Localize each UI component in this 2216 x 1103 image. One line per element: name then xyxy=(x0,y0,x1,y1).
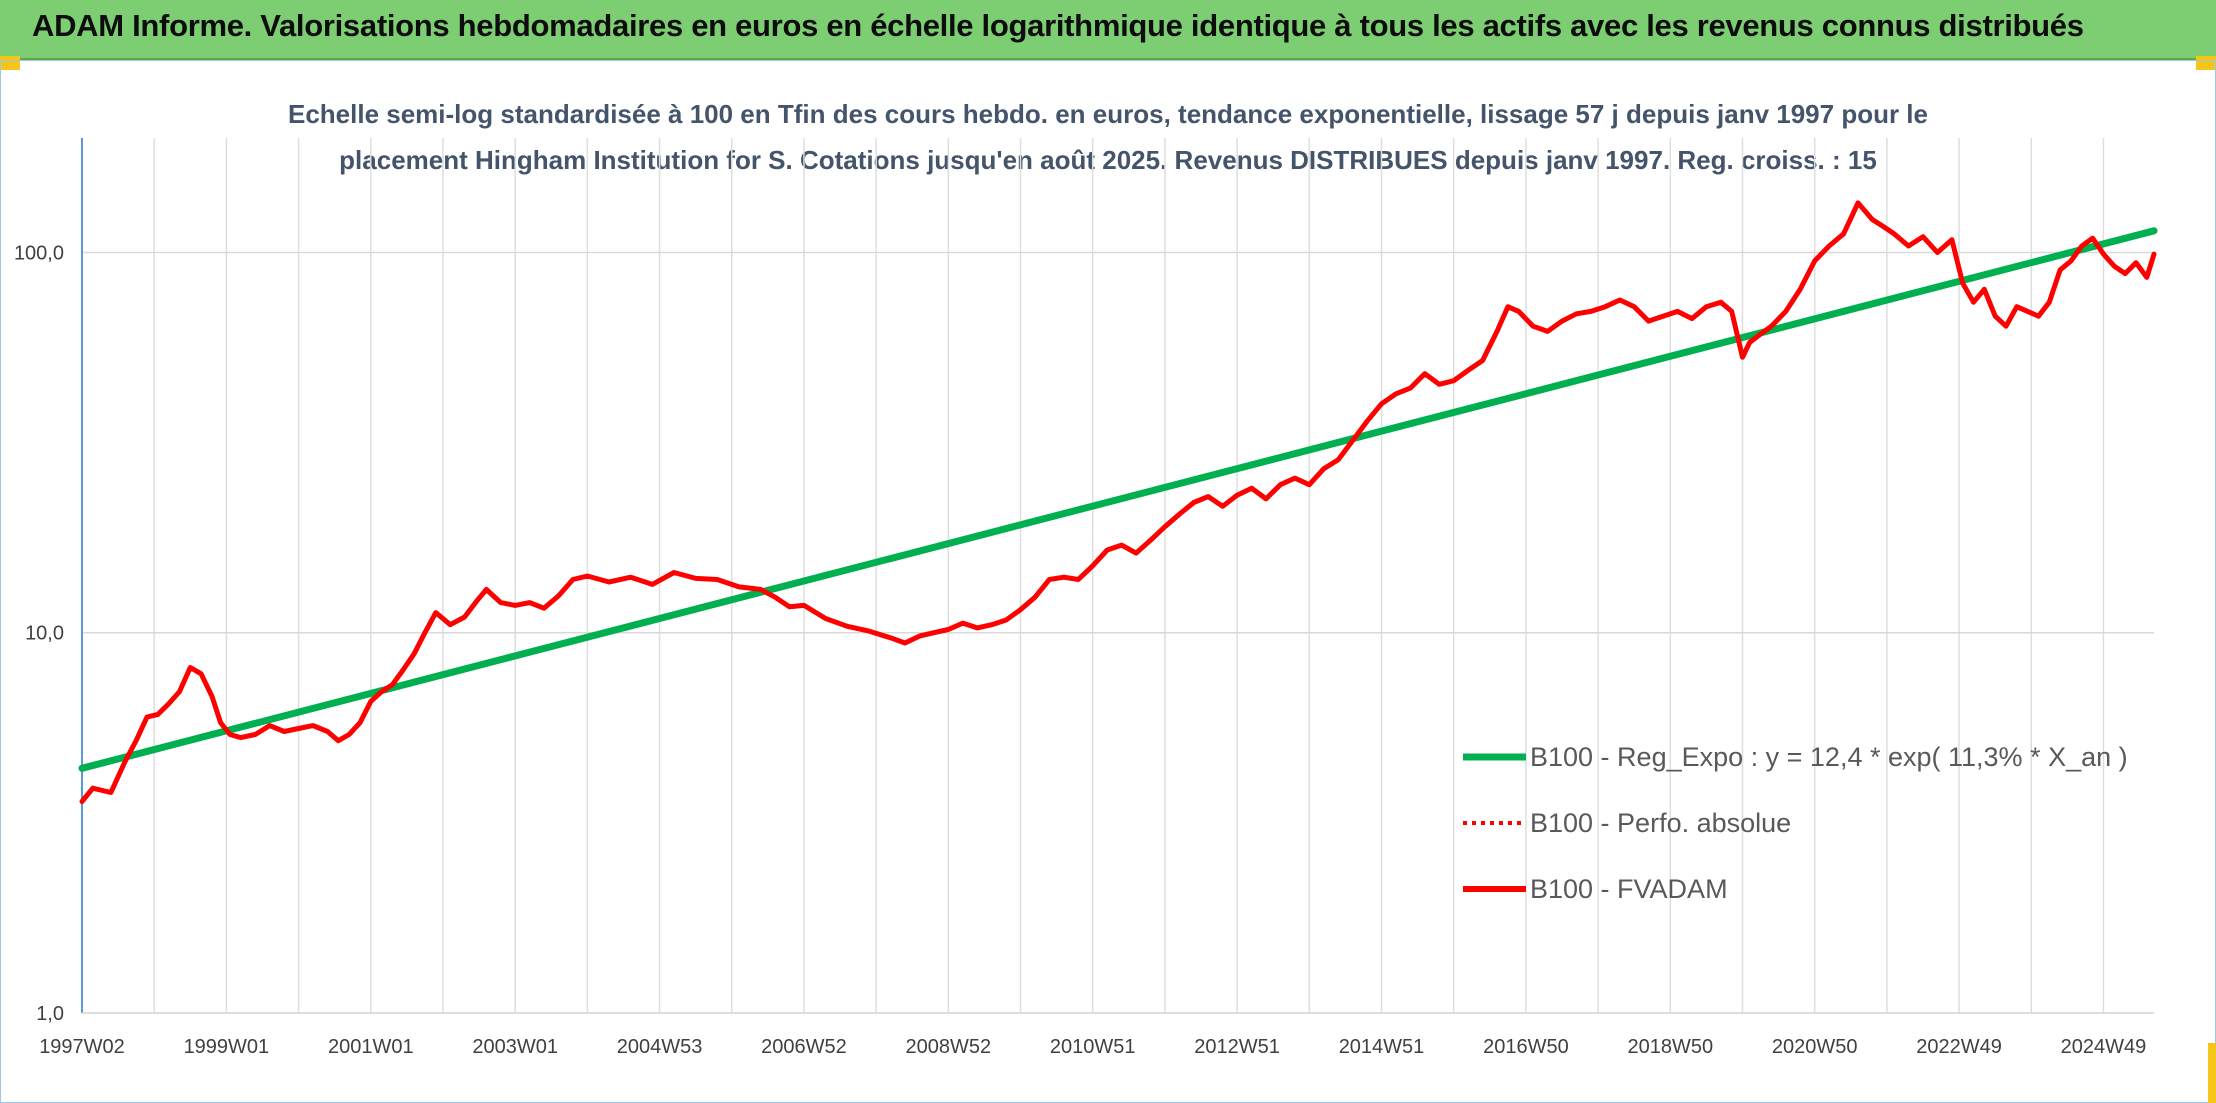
x-tick-label: 2014W51 xyxy=(1339,1036,1425,1058)
axes: 1,0 10,0 100,0 1997W02 1999W01 2001W01 2003W01… xyxy=(14,138,2154,1058)
x-tick-label: 2024W49 xyxy=(2061,1036,2147,1058)
legend-label-perfo: B100 - Perfo. absolue xyxy=(1530,808,1791,838)
grid-lines xyxy=(81,138,2154,1014)
x-tick-label: 2020W50 xyxy=(1772,1036,1858,1058)
corner-marker-right xyxy=(2196,56,2216,70)
series-lines xyxy=(78,200,2158,804)
x-tick-label: 1997W02 xyxy=(39,1036,125,1058)
page-title: ADAM Informe. Valorisations hebdomadaire… xyxy=(32,8,2084,43)
x-tick-label: 2012W51 xyxy=(1194,1036,1280,1058)
x-tick-label: 2003W01 xyxy=(472,1036,558,1058)
legend: B100 - Reg_Expo : y = 12,4 * exp( 11,3% … xyxy=(1463,742,2128,904)
title-banner: ADAM Informe. Valorisations hebdomadaire… xyxy=(0,0,2216,60)
x-tick-label: 2016W50 xyxy=(1483,1036,1569,1058)
x-tick-label: 2006W52 xyxy=(761,1036,847,1058)
y-tick-label: 100,0 xyxy=(14,242,64,264)
y-tick-label: 1,0 xyxy=(36,1003,64,1025)
x-tick-label: 2008W52 xyxy=(906,1036,992,1058)
series-line-price xyxy=(79,200,2157,804)
x-tick-label: 2001W01 xyxy=(328,1036,414,1058)
corner-marker-bottom-right xyxy=(2208,1043,2216,1103)
y-tick-label: 10,0 xyxy=(25,623,64,645)
series-line-trend xyxy=(78,227,2158,772)
x-tick-label: 2022W49 xyxy=(1916,1036,2002,1058)
x-tick-label: 2004W53 xyxy=(617,1036,703,1058)
x-tick-label: 1999W01 xyxy=(184,1036,270,1058)
chart-subtitle-line-1: Echelle semi-log standardisée à 100 en T… xyxy=(288,99,1928,129)
corner-marker-left xyxy=(0,56,20,70)
chart-subtitle-line-2: placement Hingham Institution for S. Cot… xyxy=(339,145,1877,175)
x-tick-label: 2018W50 xyxy=(1627,1036,1713,1058)
x-tick-label: 2010W51 xyxy=(1050,1036,1136,1058)
legend-label-price: B100 - FVADAM xyxy=(1530,874,1728,904)
legend-label-trend: B100 - Reg_Expo : y = 12,4 * exp( 11,3% … xyxy=(1530,742,2128,772)
